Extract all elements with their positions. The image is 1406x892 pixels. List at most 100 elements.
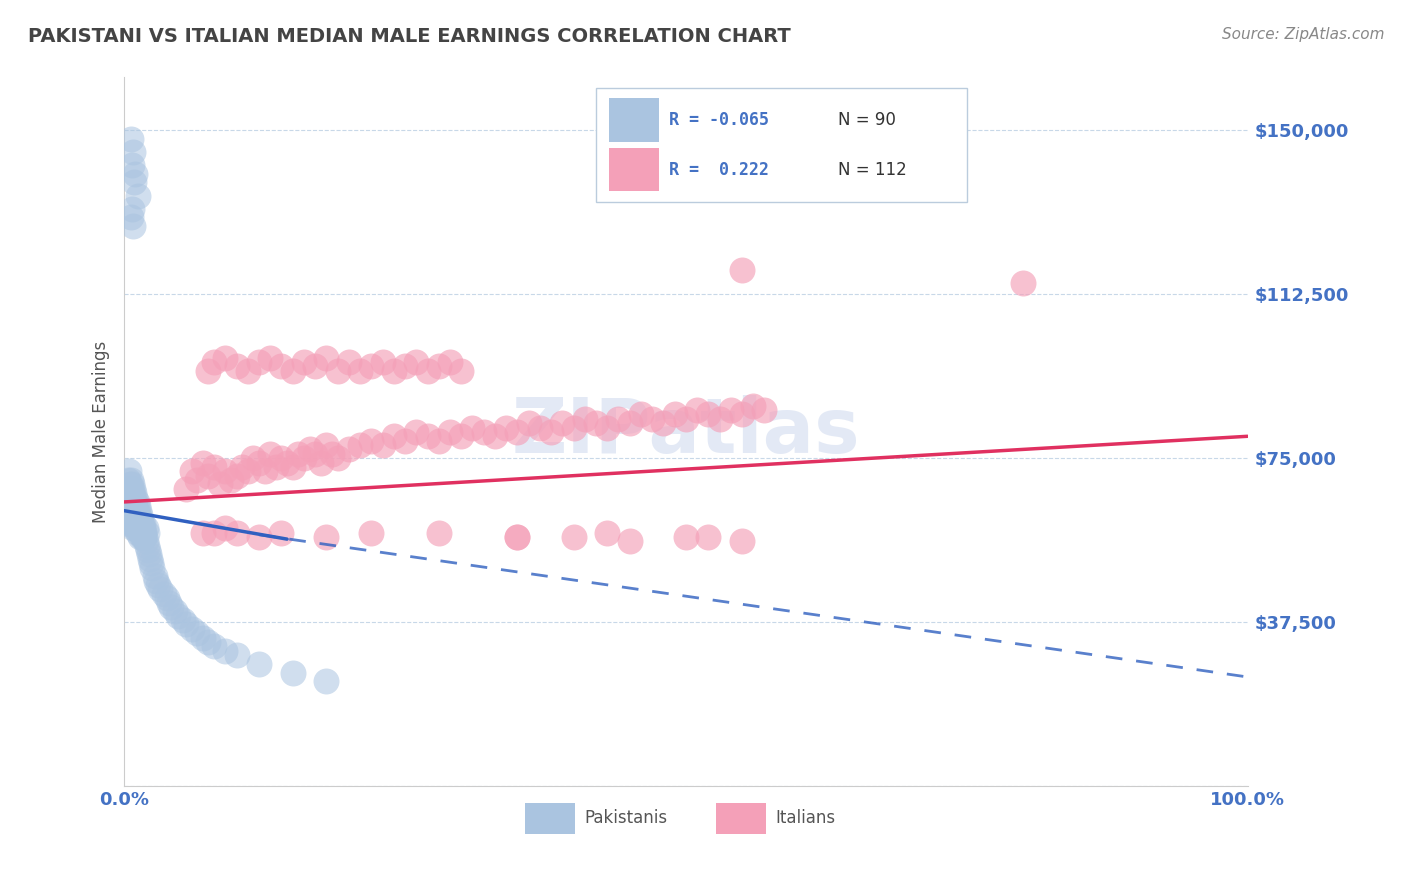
Point <box>124 516 146 531</box>
Point <box>118 516 141 531</box>
Point <box>152 587 174 601</box>
Point <box>118 500 141 514</box>
Point <box>120 512 142 526</box>
Point <box>270 525 292 540</box>
Point <box>259 351 281 365</box>
Point <box>506 425 529 439</box>
Point <box>394 359 416 374</box>
Point <box>619 534 641 549</box>
Point <box>754 403 776 417</box>
Point <box>495 420 517 434</box>
Point <box>450 364 472 378</box>
Point <box>118 477 141 491</box>
Point <box>484 429 506 443</box>
Point <box>120 132 142 146</box>
FancyBboxPatch shape <box>609 98 659 142</box>
Point <box>337 355 360 369</box>
Point <box>135 539 157 553</box>
Point <box>127 512 149 526</box>
Point <box>315 438 337 452</box>
Point <box>416 429 439 443</box>
Point <box>439 355 461 369</box>
Point <box>742 399 765 413</box>
Point <box>709 411 731 425</box>
FancyBboxPatch shape <box>609 148 659 191</box>
Point <box>506 530 529 544</box>
Point <box>118 508 141 522</box>
Point <box>360 525 382 540</box>
Point <box>186 626 208 640</box>
Point <box>315 674 337 689</box>
Point <box>121 486 143 500</box>
Point <box>134 525 156 540</box>
Point <box>141 556 163 570</box>
Point <box>247 355 270 369</box>
FancyBboxPatch shape <box>716 803 766 834</box>
Point <box>124 512 146 526</box>
Point <box>146 578 169 592</box>
Point <box>360 359 382 374</box>
Point <box>225 525 247 540</box>
Point <box>129 516 152 531</box>
Point <box>630 408 652 422</box>
Point <box>132 516 155 531</box>
Point <box>149 582 172 597</box>
Point <box>349 438 371 452</box>
Text: R = -0.065: R = -0.065 <box>669 111 769 129</box>
Point <box>641 411 664 425</box>
Point <box>124 495 146 509</box>
Point <box>129 512 152 526</box>
Point <box>450 429 472 443</box>
Point <box>138 548 160 562</box>
Point <box>540 425 562 439</box>
Point <box>191 456 214 470</box>
Text: ZIPatlas: ZIPatlas <box>512 395 860 469</box>
Point <box>121 508 143 522</box>
Point <box>128 516 150 531</box>
Point <box>131 521 153 535</box>
Point <box>247 456 270 470</box>
Point <box>292 451 315 466</box>
Point <box>145 574 167 588</box>
Point <box>349 364 371 378</box>
Text: PAKISTANI VS ITALIAN MEDIAN MALE EARNINGS CORRELATION CHART: PAKISTANI VS ITALIAN MEDIAN MALE EARNING… <box>28 27 790 45</box>
Point <box>128 512 150 526</box>
Point <box>121 477 143 491</box>
Point <box>121 516 143 531</box>
Point <box>121 202 143 216</box>
Point <box>427 525 450 540</box>
Point <box>517 416 540 430</box>
Point <box>129 508 152 522</box>
Point <box>191 525 214 540</box>
Point <box>664 408 686 422</box>
Point <box>180 622 202 636</box>
Point <box>124 508 146 522</box>
Point <box>202 459 225 474</box>
Point <box>405 355 427 369</box>
Point <box>167 608 190 623</box>
Point <box>461 420 484 434</box>
Text: Source: ZipAtlas.com: Source: ZipAtlas.com <box>1222 27 1385 42</box>
Point <box>371 355 394 369</box>
Point <box>596 420 619 434</box>
Point <box>585 416 607 430</box>
Point <box>315 530 337 544</box>
Point <box>120 211 142 225</box>
Point <box>304 447 326 461</box>
Point <box>125 508 148 522</box>
Point <box>127 500 149 514</box>
Point <box>139 551 162 566</box>
Point <box>562 420 585 434</box>
Point <box>731 408 754 422</box>
Point <box>298 442 321 457</box>
Text: Pakistanis: Pakistanis <box>585 809 668 827</box>
Point <box>596 525 619 540</box>
Point <box>292 355 315 369</box>
Point <box>118 486 141 500</box>
Point <box>197 468 219 483</box>
Point <box>186 473 208 487</box>
Point <box>118 482 141 496</box>
Point <box>225 468 247 483</box>
Point <box>720 403 742 417</box>
Point <box>321 447 343 461</box>
